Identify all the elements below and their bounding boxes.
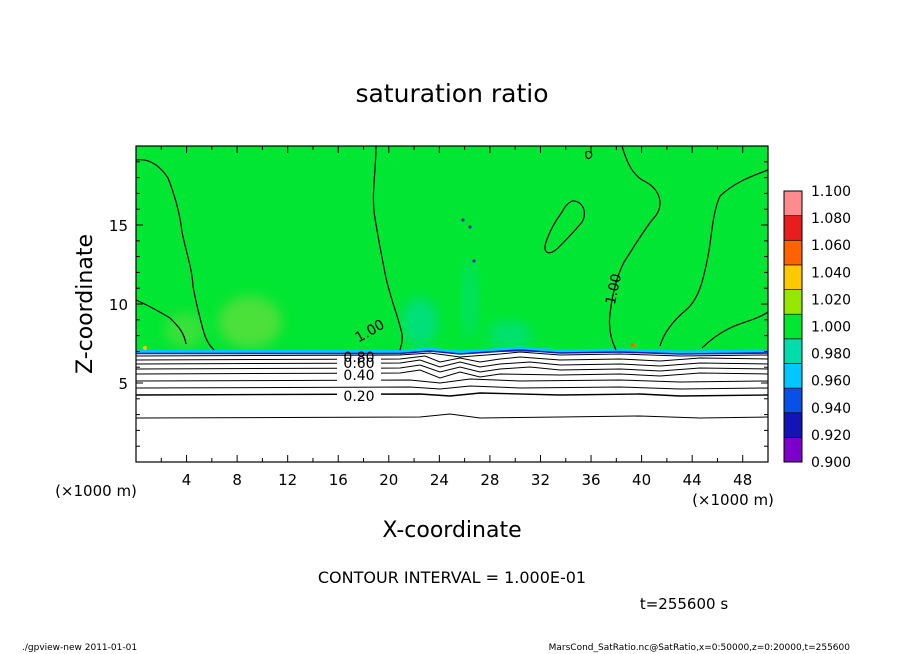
weak-supersat-patch (218, 296, 282, 348)
x-axis-unit-right: (×1000 m) (692, 491, 774, 509)
colorbar-segment (783, 387, 803, 414)
x-tick-label: 36 (581, 471, 600, 489)
x-axis-label: X-coordinate (382, 518, 521, 543)
colorbar-label: 1.000 (811, 320, 851, 336)
supersat-speck (461, 218, 465, 222)
contour-0.30 (136, 385, 768, 390)
subsat-patch (462, 260, 478, 340)
y-tick-label: 15 (109, 217, 128, 235)
x-tick-label: 24 (430, 471, 449, 489)
x-tick-label: 16 (329, 471, 348, 489)
colorbar-segment (783, 190, 803, 216)
colorbar-segment (783, 239, 803, 266)
x-tick-label: 8 (232, 471, 242, 489)
y-axis-label: Z-coordinate (73, 234, 98, 374)
colorbar-label: 0.920 (811, 428, 851, 444)
y-axis-ticks: 5 10 15 (109, 161, 768, 447)
colorbar-label: 1.040 (811, 265, 851, 281)
chart-title: saturation ratio (355, 79, 548, 108)
cloud-base-line (136, 349, 768, 355)
subsat-patch (488, 321, 532, 349)
x-tick-label: 32 (531, 471, 550, 489)
x-tick-label: 48 (733, 471, 752, 489)
x-tick-label: 12 (278, 471, 297, 489)
colorbar-label: 0.940 (811, 401, 851, 417)
weak-supersat-patch (165, 312, 205, 348)
colorbar-segment (783, 313, 803, 340)
colorbar-labels: 0.900 0.920 0.940 0.960 0.980 1.000 1.020 1.040… (811, 184, 851, 471)
footer-right: MarsCond_SatRatio.nc@SatRatio,x=0:50000,… (549, 643, 851, 653)
colorbar-label: 0.980 (811, 347, 851, 363)
colorbar-segment (783, 264, 803, 290)
x-axis-unit-left: (×1000 m) (55, 482, 137, 500)
x-axis-ticks: 4 8 12 16 20 24 28 32 36 40 44 48 (160, 146, 752, 489)
colorbar-label: 1.020 (811, 292, 851, 308)
cloud-base-band (136, 346, 768, 354)
colorbar-segment (783, 215, 803, 241)
x-tick-label: 4 (182, 471, 192, 489)
contour-0.40 (136, 378, 768, 384)
contour-0.10 (136, 413, 768, 419)
contour-label: 1.00 (603, 272, 625, 306)
plot-area: 0.20 0.40 0.60 0.80 1.00 1.00 (136, 146, 768, 462)
colorbar-segment (783, 289, 803, 315)
x-tick-label: 40 (632, 471, 651, 489)
supersat-speck (468, 225, 472, 229)
x-tick-label: 20 (379, 471, 398, 489)
x-tick-label: 44 (683, 471, 702, 489)
x-tick-label: 28 (480, 471, 499, 489)
y-tick-label: 5 (118, 375, 128, 393)
supersat-speck (143, 346, 147, 350)
contour-1.00 (136, 146, 768, 351)
colorbar-segment (783, 412, 803, 438)
colorbar-label: 1.100 (811, 184, 851, 200)
colorbar-label: 1.080 (811, 211, 851, 227)
contour-labels: 0.20 0.40 0.60 0.80 1.00 1.00 (337, 272, 625, 405)
colorbar-label: 0.900 (811, 455, 851, 471)
contour-label: 0.60 (343, 356, 374, 372)
colorbar-segment (783, 363, 803, 389)
colorbar-frame (783, 190, 803, 463)
contour-0.90 (136, 351, 768, 358)
contour-interval-text: CONTOUR INTERVAL = 1.000E-01 (318, 568, 586, 587)
contour-label: 0.20 (343, 389, 374, 405)
contour-label: 0.80 (343, 350, 374, 366)
colorbar-segments (783, 190, 803, 463)
contour-0.20 (136, 392, 768, 397)
colorbar-label: 1.060 (811, 238, 851, 254)
subsat-patch (402, 298, 438, 346)
time-text: t=255600 s (640, 595, 728, 613)
colorbar-segment (783, 437, 803, 463)
supersat-speck (472, 259, 476, 263)
supersat-speck (631, 343, 635, 347)
colorbar-segment (783, 338, 803, 364)
contour-label: 0.40 (343, 368, 374, 384)
footer-left: ./gpview-new 2011-01-01 (22, 643, 137, 653)
colorbar: 0.900 0.920 0.940 0.960 0.980 1.000 1.020 1.040… (783, 184, 851, 471)
y-tick-label: 10 (109, 296, 128, 314)
colorbar-label: 0.960 (811, 374, 851, 390)
